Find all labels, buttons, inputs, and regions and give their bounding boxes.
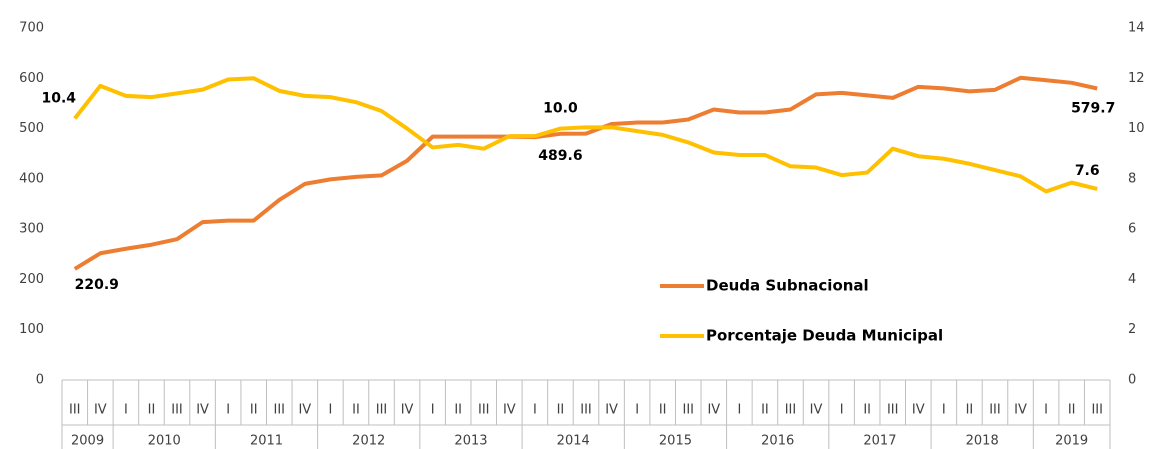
year-label: 2009 xyxy=(71,434,104,449)
x-tick-label: II xyxy=(352,403,360,418)
x-tick-label: I xyxy=(431,403,435,418)
x-tick-label: III xyxy=(887,403,899,418)
x-tick-label: I xyxy=(840,403,844,418)
x-tick-label: II xyxy=(250,403,258,418)
year-label: 2011 xyxy=(250,434,283,449)
x-tick-label: II xyxy=(557,403,565,418)
x-tick-label: I xyxy=(1044,403,1048,418)
x-tick-label: I xyxy=(533,403,537,418)
year-label: 2016 xyxy=(761,434,794,449)
y2-tick-label: 6 xyxy=(1128,222,1136,237)
x-tick-label: II xyxy=(966,403,974,418)
x-tick-label: I xyxy=(737,403,741,418)
data-label: 7.6 xyxy=(1075,163,1100,179)
x-tick-label: IV xyxy=(401,403,414,418)
x-tick-label: IV xyxy=(298,403,311,418)
x-tick-label: III xyxy=(171,403,183,418)
x-tick-label: III xyxy=(1091,403,1103,418)
x-tick-label: II xyxy=(454,403,462,418)
y-tick-label: 400 xyxy=(19,171,44,186)
year-label: 2018 xyxy=(966,434,999,449)
data-line xyxy=(73,75,1098,271)
x-tick-label: III xyxy=(785,403,797,418)
y-tick-label: 300 xyxy=(19,222,44,237)
data-line xyxy=(73,76,1098,194)
x-tick-label: I xyxy=(635,403,639,418)
legend-label: Porcentaje Deuda Municipal xyxy=(706,327,943,345)
x-tick-label: IV xyxy=(1014,403,1027,418)
x-tick-label: III xyxy=(478,403,490,418)
y2-tick-label: 14 xyxy=(1128,21,1145,36)
x-tick-label: IV xyxy=(94,403,107,418)
y-tick-label: 700 xyxy=(19,21,44,36)
y2-tick-label: 4 xyxy=(1128,272,1136,287)
x-tick-label: II xyxy=(659,403,667,418)
x-tick-label: I xyxy=(226,403,230,418)
data-label: 220.9 xyxy=(75,277,119,293)
x-tick-label: IV xyxy=(707,403,720,418)
x-tick-label: II xyxy=(761,403,769,418)
x-tick-label: I xyxy=(942,403,946,418)
legend-label: Deuda Subnacional xyxy=(706,277,869,295)
x-tick-label: III xyxy=(580,403,592,418)
y-tick-label: 100 xyxy=(19,322,44,337)
x-tick-label: IV xyxy=(196,403,209,418)
x-tick-label: IV xyxy=(912,403,925,418)
year-label: 2017 xyxy=(863,434,896,449)
year-label: 2012 xyxy=(352,434,385,449)
x-tick-label: I xyxy=(124,403,128,418)
x-tick-label: I xyxy=(328,403,332,418)
x-tick-label: IV xyxy=(810,403,823,418)
year-label: 2014 xyxy=(557,434,590,449)
year-label: 2019 xyxy=(1055,434,1088,449)
x-tick-label: II xyxy=(863,403,871,418)
y2-tick-label: 10 xyxy=(1128,121,1145,136)
x-tick-label: III xyxy=(376,403,388,418)
x-tick-label: II xyxy=(1068,403,1076,418)
x-tick-label: IV xyxy=(503,403,516,418)
y-tick-label: 200 xyxy=(19,272,44,287)
data-label: 10.0 xyxy=(543,101,578,117)
year-label: 2015 xyxy=(659,434,692,449)
y-tick-label: 0 xyxy=(36,373,44,388)
y2-tick-label: 0 xyxy=(1128,373,1136,388)
x-tick-label: IV xyxy=(605,403,618,418)
y2-tick-label: 12 xyxy=(1128,71,1145,86)
year-label: 2013 xyxy=(454,434,487,449)
x-tick-label: III xyxy=(69,403,81,418)
x-tick-label: III xyxy=(682,403,694,418)
y-tick-label: 600 xyxy=(19,71,44,86)
x-tick-label: III xyxy=(989,403,1001,418)
data-label: 10.4 xyxy=(42,91,77,107)
y-tick-label: 500 xyxy=(19,121,44,136)
x-tick-label: III xyxy=(274,403,286,418)
data-label: 579.7 xyxy=(1071,100,1115,116)
data-label: 489.6 xyxy=(538,148,582,164)
x-tick-label: II xyxy=(148,403,156,418)
year-label: 2010 xyxy=(148,434,181,449)
y2-tick-label: 2 xyxy=(1128,322,1136,337)
y2-tick-label: 8 xyxy=(1128,171,1136,186)
